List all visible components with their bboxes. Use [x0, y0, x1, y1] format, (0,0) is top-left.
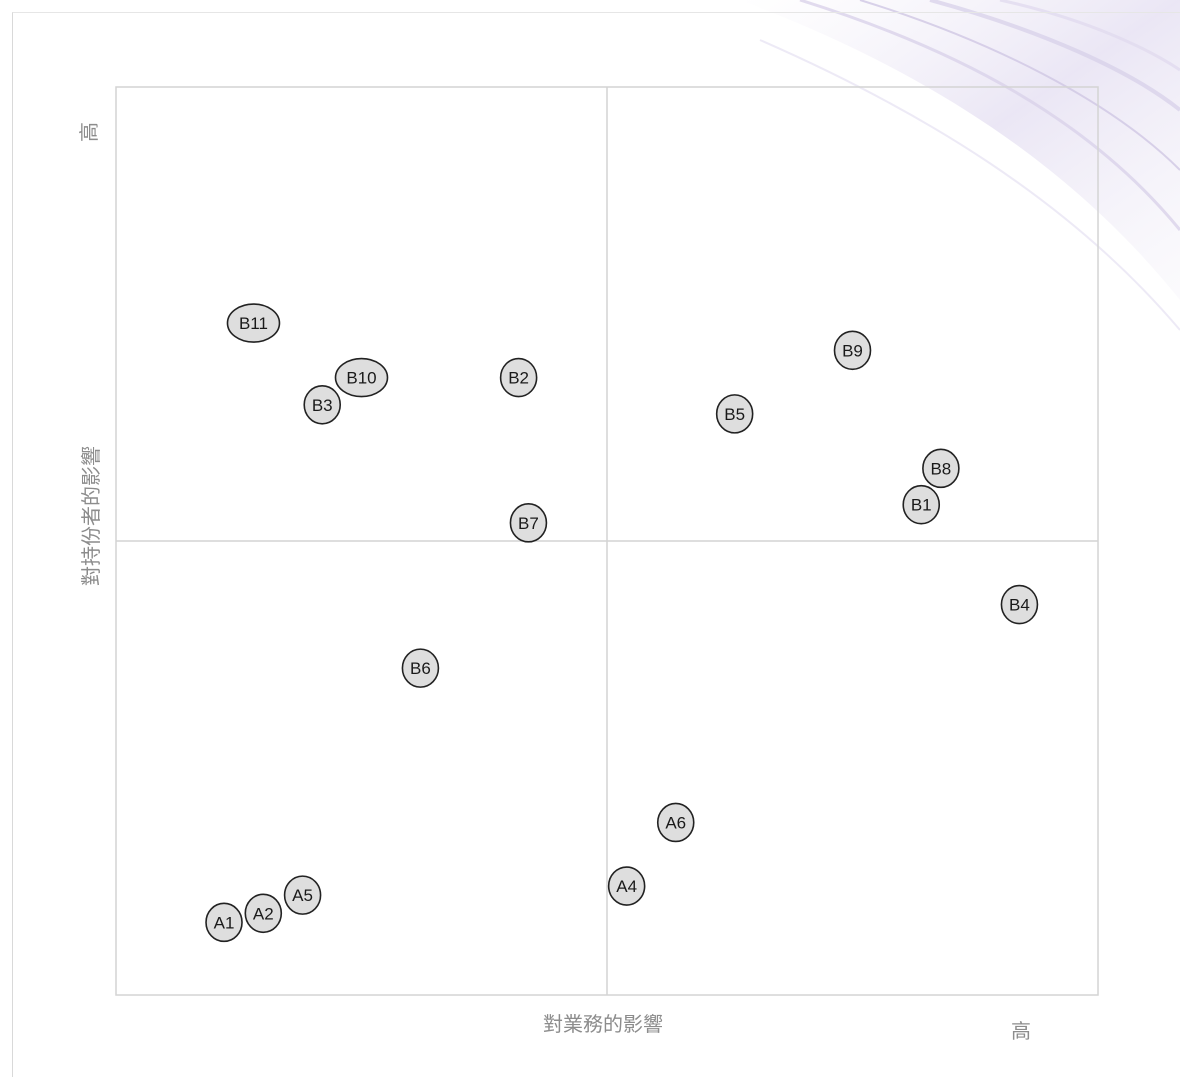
point-marker-b1 [902, 484, 941, 525]
point-label-b6: B6 [410, 659, 431, 678]
point-label-b2: B2 [508, 369, 529, 388]
point-label-b8: B8 [930, 459, 951, 478]
data-point-b2: B2 [499, 357, 538, 398]
slide-frame [12, 12, 1180, 1077]
point-marker-b5 [715, 394, 754, 434]
data-point-b8: B8 [922, 448, 960, 489]
point-marker-a2 [244, 893, 283, 934]
point-marker-a1 [205, 902, 243, 943]
point-marker-a5 [283, 875, 322, 915]
data-point-b3: B3 [303, 384, 342, 425]
point-label-a4: A4 [616, 877, 637, 896]
point-marker-b11 [226, 303, 281, 343]
point-label-b3: B3 [312, 396, 333, 415]
point-marker-b7 [509, 503, 548, 543]
data-point-b1: B1 [902, 484, 941, 525]
x-axis-title: 對業務的影響 [543, 1012, 663, 1036]
data-point-a5: A5 [283, 875, 322, 915]
point-marker-b8 [922, 448, 960, 489]
data-points: B11 B10 B3 B2 B9 B5 B8 B1 B7 B4 B6 A6 A4 A5 A2 A1 [205, 303, 1039, 943]
y-axis-title: 對持份者的影響 [79, 446, 103, 586]
data-point-b9: B9 [833, 330, 872, 371]
point-label-b10: B10 [346, 369, 376, 388]
data-point-b6: B6 [401, 648, 440, 688]
point-label-b7: B7 [518, 514, 539, 533]
point-label-a6: A6 [665, 813, 686, 832]
point-marker-b6 [401, 648, 440, 688]
point-label-b11: B11 [239, 314, 268, 333]
data-point-a4: A4 [607, 866, 646, 906]
data-point-a2: A2 [244, 893, 283, 934]
point-marker-a4 [607, 866, 646, 906]
data-point-a6: A6 [656, 802, 695, 843]
point-marker-b3 [303, 384, 342, 425]
point-label-a2: A2 [253, 904, 274, 923]
point-label-a1: A1 [214, 913, 235, 932]
point-label-b9: B9 [842, 341, 863, 360]
point-label-b1: B1 [911, 496, 932, 515]
x-axis-high-label: 高 [1011, 1019, 1031, 1043]
point-marker-b10 [334, 357, 389, 398]
data-point-b11: B11 [226, 303, 281, 343]
data-point-b4: B4 [1000, 584, 1039, 625]
point-marker-b9 [833, 330, 872, 371]
point-marker-b2 [499, 357, 538, 398]
point-label-b5: B5 [724, 405, 745, 424]
y-axis-high-label: 高 [77, 122, 101, 142]
data-point-b7: B7 [509, 503, 548, 543]
point-marker-a6 [656, 802, 695, 843]
data-point-a1: A1 [205, 902, 243, 943]
point-marker-b4 [1000, 584, 1039, 625]
data-point-b5: B5 [715, 394, 754, 434]
data-point-b10: B10 [334, 357, 389, 398]
point-label-b4: B4 [1009, 596, 1030, 615]
point-label-a5: A5 [292, 886, 313, 905]
